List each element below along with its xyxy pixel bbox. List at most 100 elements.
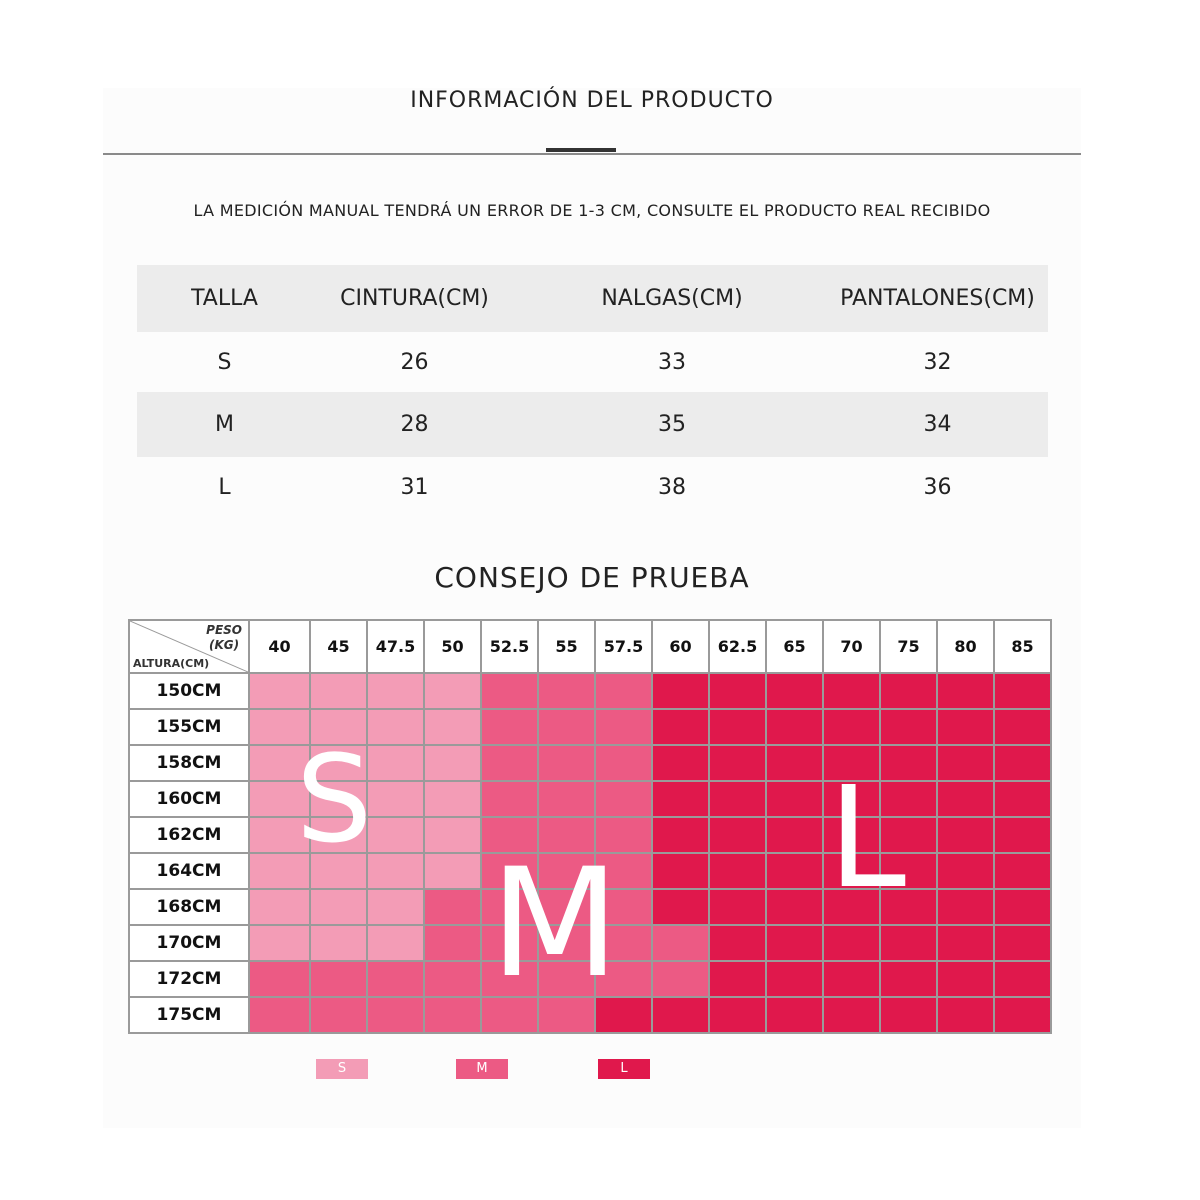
pants-cell: 36 <box>923 474 952 500</box>
size-zone-cell-l <box>822 816 881 854</box>
size-zone-cell-l <box>936 672 995 710</box>
size-zone-cell-s <box>309 852 368 890</box>
size-zone-cell-m <box>594 960 653 998</box>
size-zone-cell-l <box>879 816 938 854</box>
page-title: INFORMACIÓN DEL PRODUCTO <box>410 88 774 113</box>
size-zone-cell-m <box>480 780 539 818</box>
size-zone-cell-m <box>248 960 311 998</box>
size-zone-cell-l <box>822 780 881 818</box>
size-zone-cell-s <box>248 744 311 782</box>
size-zone-cell-m <box>537 924 596 962</box>
corner-weight-unit: (KG) <box>209 638 240 652</box>
size-zone-cell-l <box>879 996 938 1034</box>
size-zone-cell-l <box>822 888 881 926</box>
size-zone-cell-l <box>993 816 1052 854</box>
size-zone-cell-s <box>423 672 482 710</box>
size-zone-cell-l <box>993 672 1052 710</box>
size-zone-cell-m <box>248 996 311 1034</box>
size-zone-cell-l <box>879 960 938 998</box>
size-zone-cell-l <box>651 816 710 854</box>
size-zone-cell-l <box>993 996 1052 1034</box>
size-zone-cell-s <box>248 708 311 746</box>
hips-cell: 33 <box>658 349 686 375</box>
size-zone-cell-l <box>765 672 824 710</box>
height-row: 155CM <box>128 708 1052 746</box>
size-zone-cell-m <box>537 708 596 746</box>
size-zone-cell-l <box>822 960 881 998</box>
size-zone-cell-l <box>708 672 767 710</box>
size-zone-cell-l <box>765 960 824 998</box>
size-zone-cell-s <box>309 924 368 962</box>
size-zone-cell-m <box>651 924 710 962</box>
size-zone-cell-m <box>594 924 653 962</box>
height-label: 170CM <box>128 924 250 962</box>
waist-cell: 26 <box>400 349 429 375</box>
legend-m: M <box>456 1059 508 1079</box>
table-row: L 31 38 36 <box>137 457 1048 517</box>
size-zone-cell-l <box>594 996 653 1034</box>
weight-header: 47.5 <box>366 619 425 674</box>
height-row: 170CM <box>128 924 1052 962</box>
size-zone-cell-l <box>651 888 710 926</box>
size-zone-cell-m <box>537 816 596 854</box>
size-zone-cell-s <box>309 888 368 926</box>
size-zone-cell-l <box>765 888 824 926</box>
size-zone-cell-s <box>309 744 368 782</box>
waist-cell: 28 <box>400 412 429 437</box>
size-zone-cell-s <box>423 852 482 890</box>
size-zone-cell-m <box>537 960 596 998</box>
size-table: TALLA CINTURA(CM) NALGAS(CM) PANTALONES(… <box>137 265 1048 517</box>
size-zone-cell-l <box>822 996 881 1034</box>
size-zone-cell-m <box>594 888 653 926</box>
size-zone-cell-l <box>765 744 824 782</box>
size-zone-cell-m <box>480 852 539 890</box>
fit-chart-grid: PESO (KG) ALTURA(CM) 40 45 47.5 50 52.5 55 57.… <box>128 619 1052 1034</box>
size-zone-cell-l <box>708 744 767 782</box>
size-zone-cell-m <box>423 924 482 962</box>
size-zone-cell-s <box>366 888 425 926</box>
size-zone-cell-l <box>993 924 1052 962</box>
size-zone-cell-s <box>423 708 482 746</box>
size-zone-cell-m <box>480 960 539 998</box>
size-zone-cell-l <box>708 888 767 926</box>
corner-diagonal <box>130 621 248 672</box>
size-zone-cell-m <box>537 780 596 818</box>
size-zone-cell-m <box>309 960 368 998</box>
size-zone-cell-m <box>537 852 596 890</box>
height-label: 168CM <box>128 888 250 926</box>
weight-header: 65 <box>765 619 824 674</box>
size-zone-cell-s <box>248 780 311 818</box>
size-cell: M <box>215 412 234 437</box>
size-cell: L <box>218 474 231 500</box>
size-zone-cell-m <box>594 708 653 746</box>
size-zone-cell-m <box>423 888 482 926</box>
size-zone-cell-s <box>309 816 368 854</box>
measurement-note: LA MEDICIÓN MANUAL TENDRÁ UN ERROR DE 1-… <box>193 201 991 220</box>
size-zone-cell-l <box>936 996 995 1034</box>
size-zone-cell-l <box>993 852 1052 890</box>
legend-s-label: S <box>337 1061 347 1076</box>
size-zone-cell-l <box>936 852 995 890</box>
corner-cell: PESO (KG) ALTURA(CM) <box>128 619 250 674</box>
height-row: 160CM <box>128 780 1052 818</box>
size-zone-cell-s <box>248 816 311 854</box>
fit-chart-title: CONSEJO DE PRUEBA <box>434 561 750 594</box>
size-zone-cell-l <box>765 816 824 854</box>
size-zone-cell-l <box>765 852 824 890</box>
height-label: 155CM <box>128 708 250 746</box>
weight-header: 75 <box>879 619 938 674</box>
size-zone-cell-s <box>248 888 311 926</box>
size-zone-cell-s <box>366 672 425 710</box>
size-zone-cell-s <box>309 672 368 710</box>
size-zone-cell-m <box>594 744 653 782</box>
height-row: 150CM <box>128 672 1052 710</box>
size-zone-cell-l <box>765 708 824 746</box>
size-zone-cell-s <box>366 816 425 854</box>
height-label: 158CM <box>128 744 250 782</box>
size-zone-cell-l <box>708 996 767 1034</box>
size-zone-cell-l <box>651 780 710 818</box>
size-zone-cell-l <box>651 708 710 746</box>
size-zone-cell-s <box>366 780 425 818</box>
size-zone-cell-m <box>423 960 482 998</box>
size-zone-cell-s <box>366 852 425 890</box>
